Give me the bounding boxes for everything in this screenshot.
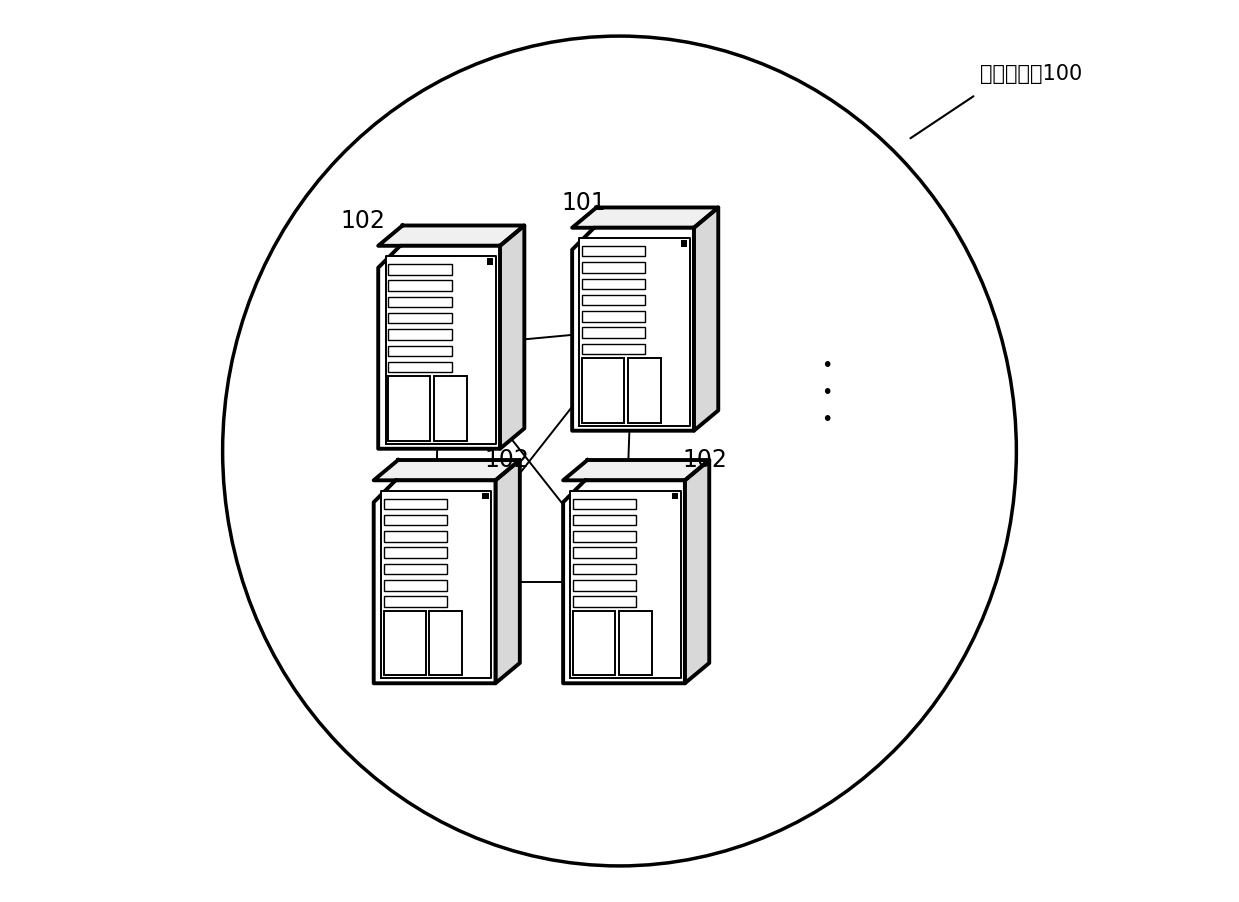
Bar	[672, 492, 678, 500]
Bar	[582, 279, 646, 289]
Bar	[384, 548, 447, 558]
Polygon shape	[580, 238, 690, 426]
Bar	[582, 311, 646, 322]
Bar	[384, 580, 447, 591]
Polygon shape	[563, 480, 685, 684]
Polygon shape	[694, 207, 719, 431]
Text: 区块链系统100: 区块链系统100	[980, 64, 1083, 84]
Text: •: •	[821, 355, 833, 375]
Bar	[384, 499, 447, 509]
Bar	[582, 262, 646, 272]
Bar	[582, 246, 646, 256]
Text: 102: 102	[339, 209, 385, 233]
Bar	[384, 596, 447, 607]
Polygon shape	[374, 480, 496, 684]
Bar	[628, 358, 660, 423]
Bar	[389, 264, 451, 274]
Polygon shape	[501, 226, 524, 449]
Polygon shape	[382, 491, 491, 678]
Polygon shape	[496, 460, 520, 684]
Text: •: •	[821, 410, 833, 429]
Bar	[618, 611, 652, 676]
Polygon shape	[570, 491, 680, 678]
Bar	[430, 611, 462, 676]
Bar	[434, 376, 467, 441]
Polygon shape	[378, 226, 524, 245]
Bar	[574, 548, 637, 558]
Bar	[389, 329, 451, 340]
Bar	[389, 297, 451, 307]
Bar	[574, 499, 637, 509]
Bar	[384, 531, 447, 541]
Text: 102: 102	[683, 448, 727, 472]
Polygon shape	[378, 245, 501, 449]
Bar	[389, 281, 451, 290]
Bar	[574, 611, 616, 676]
Text: •: •	[821, 382, 833, 402]
Bar	[582, 358, 624, 423]
Bar	[384, 515, 447, 525]
Bar	[384, 564, 447, 575]
Polygon shape	[385, 256, 496, 444]
Polygon shape	[563, 460, 709, 480]
Polygon shape	[572, 227, 694, 431]
Bar	[389, 362, 451, 373]
Bar	[574, 580, 637, 591]
Polygon shape	[685, 460, 709, 684]
Bar	[574, 515, 637, 525]
Polygon shape	[374, 460, 520, 480]
Text: 102: 102	[484, 448, 529, 472]
Bar	[487, 258, 493, 265]
Bar	[389, 313, 451, 324]
Polygon shape	[572, 207, 719, 227]
Bar	[582, 327, 646, 338]
Bar	[384, 611, 426, 676]
Bar	[574, 596, 637, 607]
Bar	[389, 376, 430, 441]
Bar	[482, 492, 489, 500]
Bar	[582, 295, 646, 306]
Text: 101: 101	[561, 191, 606, 215]
Bar	[680, 240, 688, 247]
Bar	[582, 344, 646, 354]
Bar	[389, 345, 451, 356]
Bar	[574, 564, 637, 575]
Bar	[574, 531, 637, 541]
